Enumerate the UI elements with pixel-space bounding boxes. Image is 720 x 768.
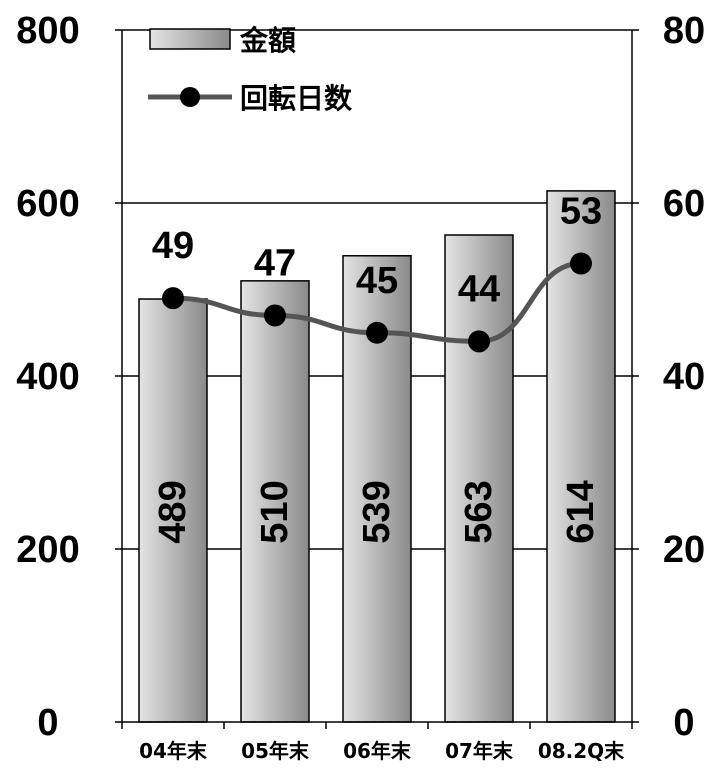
y-tick-label-right: 0 [673, 702, 694, 744]
tick-labels: 0 200 400 600 800 0 20 40 60 80 04年末 05年末 06年末 07年末 08… [16, 10, 705, 763]
legend-bar-label: 金額 [239, 24, 296, 57]
bar-value-label: 510 [254, 480, 296, 543]
bar [444, 234, 514, 723]
bar-value-labels: 489 510 539 563 614 [152, 480, 602, 543]
y-tick-label-left: 400 [16, 356, 79, 398]
legend: 金額 回転日数 [148, 24, 353, 115]
line-value-label: 44 [458, 268, 500, 310]
line-value-label: 53 [560, 191, 602, 233]
line-point [162, 287, 184, 310]
line-series [162, 252, 592, 353]
bar-value-label: 563 [458, 480, 500, 543]
x-tick-label: 07年末 [445, 739, 514, 763]
legend-line-marker [180, 87, 200, 107]
bar-value-label: 489 [152, 480, 194, 543]
bar-value-label: 539 [356, 480, 398, 543]
line-point [264, 304, 286, 327]
y-tick-label-left: 200 [16, 529, 79, 571]
bar-value-label: 614 [560, 480, 602, 543]
y-tick-label-right: 80 [663, 10, 705, 52]
x-tick-label: 06年末 [343, 739, 412, 763]
y-tick-label-right: 20 [663, 529, 705, 571]
line-point [570, 252, 592, 275]
line-point [468, 330, 490, 353]
line-value-labels: 49 47 45 44 53 [152, 191, 602, 311]
y-tick-label-left: 0 [37, 702, 58, 744]
y-tick-label-right: 40 [663, 356, 705, 398]
x-tick-label: 05年末 [241, 739, 310, 763]
line-value-label: 47 [254, 242, 296, 284]
bar [546, 190, 616, 723]
y-tick-label-left: 600 [16, 183, 79, 225]
legend-line-label: 回転日数 [240, 82, 353, 115]
line-value-label: 45 [356, 260, 398, 302]
legend-bar-swatch [149, 28, 231, 50]
line-point [366, 321, 388, 344]
y-tick-label-left: 800 [16, 10, 79, 52]
y-tick-label-right: 60 [663, 183, 705, 225]
x-tick-label: 04年末 [139, 739, 208, 763]
x-tick-label: 08.2Q末 [538, 739, 625, 763]
axes [115, 29, 639, 729]
line-value-label: 49 [152, 225, 194, 267]
bar [138, 298, 208, 723]
